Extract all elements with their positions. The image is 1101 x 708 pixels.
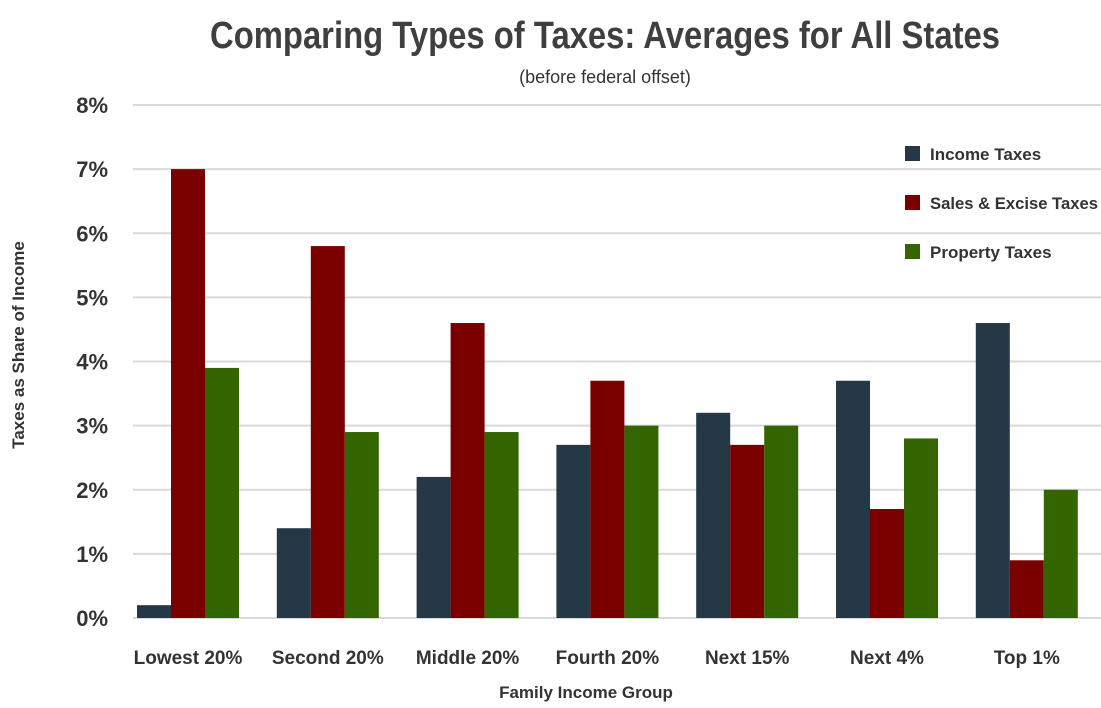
x-axis-title: Family Income Group xyxy=(499,683,673,702)
bar xyxy=(1009,560,1044,618)
legend-label: Property Taxes xyxy=(930,243,1052,262)
bar xyxy=(590,380,625,618)
bar xyxy=(276,528,311,618)
x-tick-label: Fourth 20% xyxy=(556,648,660,669)
legend-label: Income Taxes xyxy=(930,145,1041,164)
legend: Income Taxes Sales & Excise Taxes Property… xyxy=(905,145,1098,262)
bar xyxy=(344,432,379,618)
legend-label: Sales & Excise Taxes xyxy=(930,194,1098,213)
bar xyxy=(484,432,519,618)
bar xyxy=(205,367,239,618)
bar xyxy=(870,508,904,618)
y-axis-ticks: 0% 1% 2% 3% 4% 5% 6% 7% 8% xyxy=(76,93,108,631)
bar xyxy=(904,438,938,618)
bar xyxy=(836,380,870,618)
x-tick-label: Next 15% xyxy=(705,648,790,669)
chart-title: Comparing Types of Taxes: Averages for A… xyxy=(210,15,1000,57)
y-axis-title: Taxes as Share of Income xyxy=(9,241,28,449)
y-tick-label: 4% xyxy=(76,350,108,375)
bar xyxy=(730,444,765,618)
bar xyxy=(696,412,731,618)
legend-swatch xyxy=(905,195,920,210)
bar xyxy=(764,425,799,618)
bar xyxy=(416,476,451,618)
x-tick-label: Top 1% xyxy=(994,648,1060,669)
bar xyxy=(624,425,659,618)
bar xyxy=(310,246,345,618)
bar xyxy=(450,323,485,618)
bar xyxy=(137,605,171,618)
y-tick-label: 1% xyxy=(76,542,108,567)
x-axis-ticks: Lowest 20% Second 20% Middle 20% Fourth 20%… xyxy=(134,648,1060,669)
chart-subtitle: (before federal offset) xyxy=(519,67,691,87)
y-tick-label: 5% xyxy=(76,285,108,310)
y-tick-label: 0% xyxy=(76,606,108,631)
x-tick-label: Next 4% xyxy=(850,648,924,669)
legend-swatch xyxy=(905,146,920,161)
x-tick-label: Lowest 20% xyxy=(134,648,243,669)
x-tick-label: Middle 20% xyxy=(416,648,520,669)
y-tick-label: 2% xyxy=(76,478,108,503)
legend-swatch xyxy=(905,244,920,259)
bar xyxy=(975,323,1010,618)
y-tick-label: 6% xyxy=(76,221,108,246)
y-tick-label: 8% xyxy=(76,93,108,118)
bars xyxy=(137,169,1078,618)
x-tick-label: Second 20% xyxy=(272,648,384,669)
bar xyxy=(556,444,591,618)
y-tick-label: 3% xyxy=(76,414,108,439)
y-tick-label: 7% xyxy=(76,157,108,182)
bar xyxy=(171,169,205,618)
bar xyxy=(1043,489,1078,618)
